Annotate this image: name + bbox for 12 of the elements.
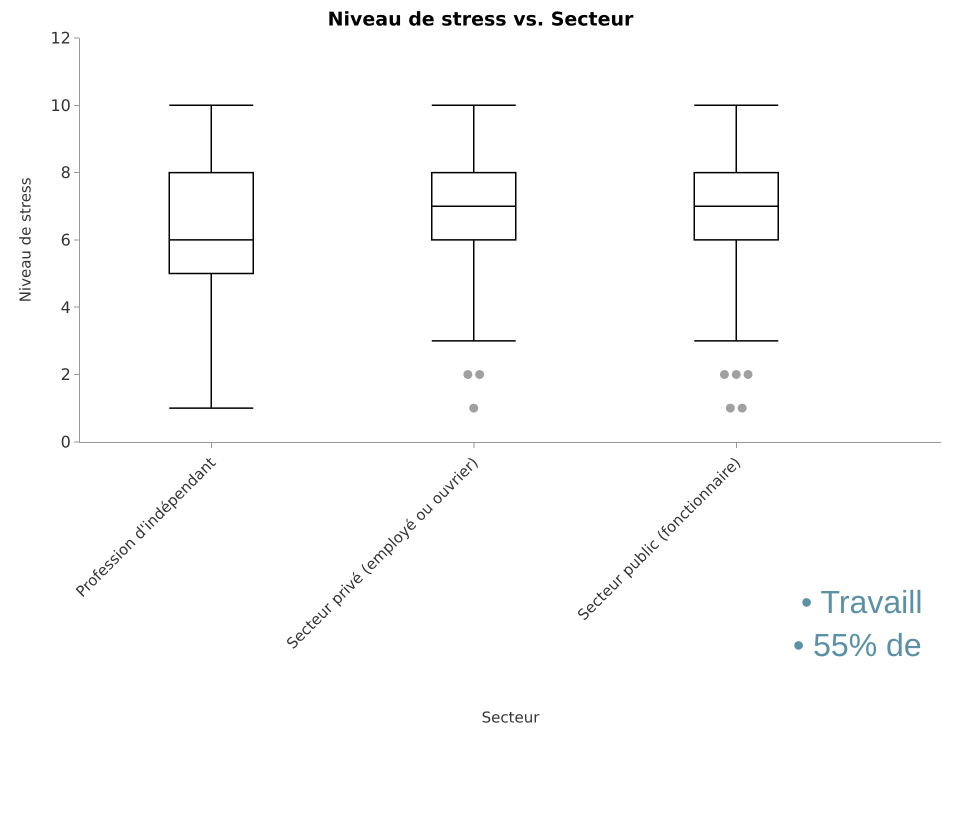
x-axis-title: Secteur xyxy=(482,708,540,727)
y-tick-label: 8 xyxy=(60,163,71,182)
y-tick-label: 4 xyxy=(60,298,71,317)
y-tick-label: 10 xyxy=(50,96,71,115)
y-tick-label: 2 xyxy=(60,365,71,384)
chart-title: Niveau de stress vs. Secteur xyxy=(328,8,634,31)
text: • Travaill xyxy=(801,584,922,620)
y-tick-label: 12 xyxy=(50,28,71,48)
y-tick-label: 6 xyxy=(60,230,71,250)
text: • 55% de xyxy=(793,627,922,663)
y-axis-title: Niveau de stress xyxy=(16,177,35,302)
y-tick-label: 0 xyxy=(60,432,71,452)
